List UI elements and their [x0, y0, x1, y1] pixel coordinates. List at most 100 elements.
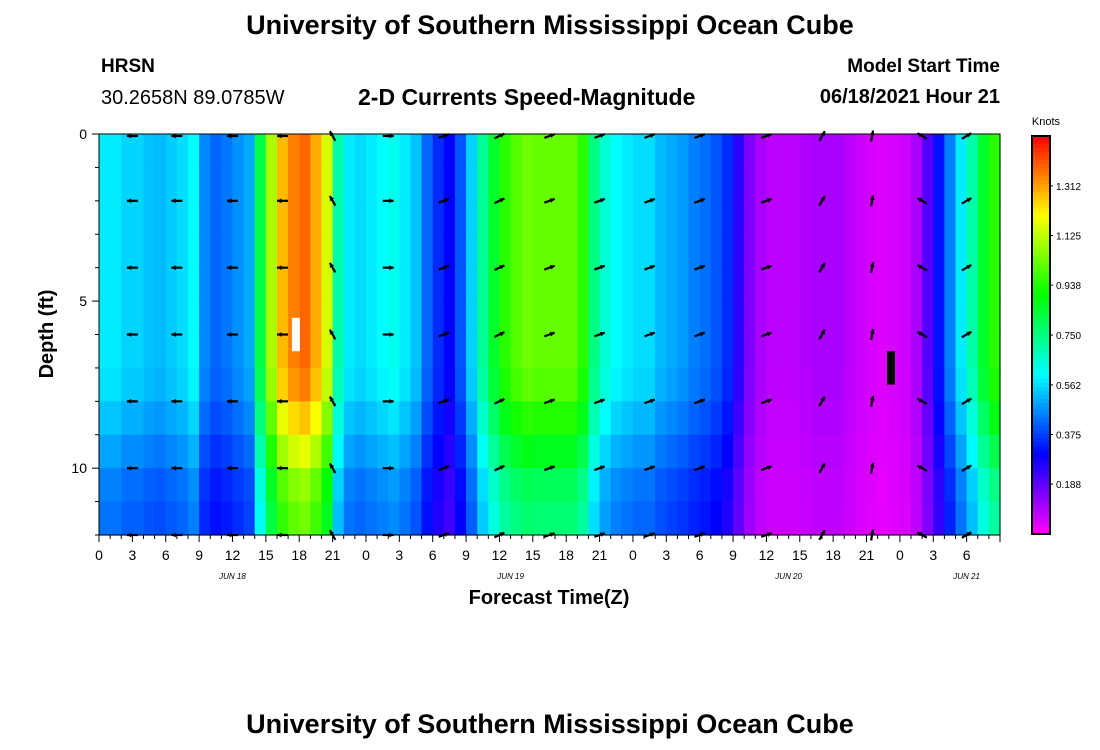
- heatmap-cell: [477, 267, 489, 302]
- heatmap-cell: [866, 134, 879, 169]
- heatmap-cell: [855, 200, 868, 235]
- current-arrow-head: [329, 530, 335, 536]
- colorbar-segment: [1032, 442, 1050, 448]
- heatmap-cell: [254, 167, 267, 202]
- heatmap-cell: [632, 334, 645, 369]
- heatmap-cell: [132, 167, 145, 202]
- heatmap-cell: [733, 501, 745, 536]
- heatmap-cell: [755, 200, 767, 235]
- heatmap-cell: [610, 167, 623, 202]
- heatmap-cell: [877, 234, 890, 269]
- heatmap-cell: [399, 200, 412, 235]
- heatmap-cell: [343, 468, 356, 503]
- heatmap-cell: [866, 200, 879, 235]
- heatmap-cell: [443, 167, 456, 202]
- colorbar-segment: [1032, 323, 1050, 328]
- heatmap-cell: [332, 434, 345, 469]
- heatmap-cell: [310, 134, 323, 169]
- heatmap-cell: [210, 501, 222, 536]
- heatmap-cell: [610, 367, 623, 402]
- heatmap-cell: [655, 234, 667, 269]
- heatmap-cell: [99, 234, 111, 269]
- heatmap-cell: [788, 301, 801, 336]
- current-arrow-head: [599, 265, 605, 270]
- heatmap-cell: [922, 134, 934, 169]
- current-arrow-head: [389, 332, 394, 337]
- y-tick-label: 0: [79, 126, 87, 142]
- heatmap-cell: [799, 468, 812, 503]
- heatmap-cell: [221, 468, 234, 503]
- heatmap-cell: [399, 267, 412, 302]
- heatmap-cell: [855, 334, 868, 369]
- heatmap-cell: [165, 468, 178, 503]
- heatmap-cell: [922, 434, 934, 469]
- heatmap-cell: [710, 167, 723, 202]
- heatmap-cell: [933, 234, 945, 269]
- heatmap-cell: [922, 468, 934, 503]
- heatmap-cell: [343, 367, 356, 402]
- colorbar-segment: [1032, 255, 1050, 260]
- heatmap-cell: [143, 234, 156, 269]
- heatmap-cell: [521, 267, 534, 302]
- heatmap-cell: [744, 468, 756, 503]
- heatmap-cell: [310, 200, 323, 235]
- heatmap-cell: [232, 267, 245, 302]
- heatmap-cell: [199, 501, 211, 536]
- heatmap-cell: [977, 334, 990, 369]
- heatmap-cell: [655, 167, 667, 202]
- heatmap-cell: [688, 501, 701, 536]
- current-arrow-head: [444, 331, 449, 337]
- heatmap-cell: [721, 234, 734, 269]
- colorbar-segment: [1032, 251, 1050, 256]
- heatmap-cell: [655, 468, 667, 503]
- heatmap-cell: [677, 401, 690, 436]
- heatmap-cell: [766, 434, 779, 469]
- current-arrow-head: [766, 465, 772, 471]
- heatmap-cell: [276, 334, 289, 369]
- heatmap-cell: [488, 468, 501, 503]
- colorbar-segment: [1032, 291, 1050, 296]
- current-arrow-head: [699, 465, 705, 471]
- heatmap-cell: [866, 267, 879, 302]
- heatmap-cell: [499, 267, 512, 302]
- heatmap-cell: [666, 468, 679, 503]
- x-tick-label: 18: [825, 547, 841, 563]
- heatmap-cell: [176, 434, 189, 469]
- colorbar-segment: [1032, 195, 1050, 201]
- heatmap-cell: [610, 301, 623, 336]
- heatmap-cell: [243, 401, 256, 436]
- heatmap-cell: [666, 401, 679, 436]
- colorbar-segment: [1032, 382, 1050, 388]
- heatmap-cell: [677, 167, 690, 202]
- heatmap-cell: [966, 301, 979, 336]
- heatmap-cell: [555, 468, 567, 503]
- heatmap-cell: [121, 434, 133, 469]
- heatmap-cell: [321, 334, 334, 369]
- heatmap-cell: [566, 167, 578, 202]
- heatmap-cell: [944, 367, 957, 402]
- heatmap-cell: [543, 468, 556, 503]
- heatmap-cell: [421, 134, 434, 169]
- heatmap-cell: [377, 501, 389, 536]
- heatmap-cell: [733, 134, 745, 169]
- heatmap-cell: [888, 367, 901, 402]
- colorbar-segment: [1032, 454, 1050, 459]
- current-arrow-head: [766, 398, 772, 404]
- heatmap-cell: [833, 468, 845, 503]
- heatmap-cell: [210, 167, 222, 202]
- heatmap-cell: [510, 401, 523, 436]
- heatmap-cell: [276, 234, 289, 269]
- heatmap-cell: [477, 334, 489, 369]
- colorbar-segment: [1032, 526, 1050, 531]
- heatmap-cell: [911, 267, 923, 302]
- x-tick-label: 0: [95, 547, 103, 563]
- heatmap-cell: [187, 200, 200, 235]
- heatmap-cell: [599, 234, 612, 269]
- heatmap-cell: [699, 401, 712, 436]
- heatmap-cell: [532, 501, 545, 536]
- heatmap-cell: [232, 401, 245, 436]
- heatmap-cell: [877, 200, 890, 235]
- heatmap-cell: [877, 501, 890, 536]
- heatmap-cell: [788, 334, 801, 369]
- heatmap-cell: [577, 200, 590, 235]
